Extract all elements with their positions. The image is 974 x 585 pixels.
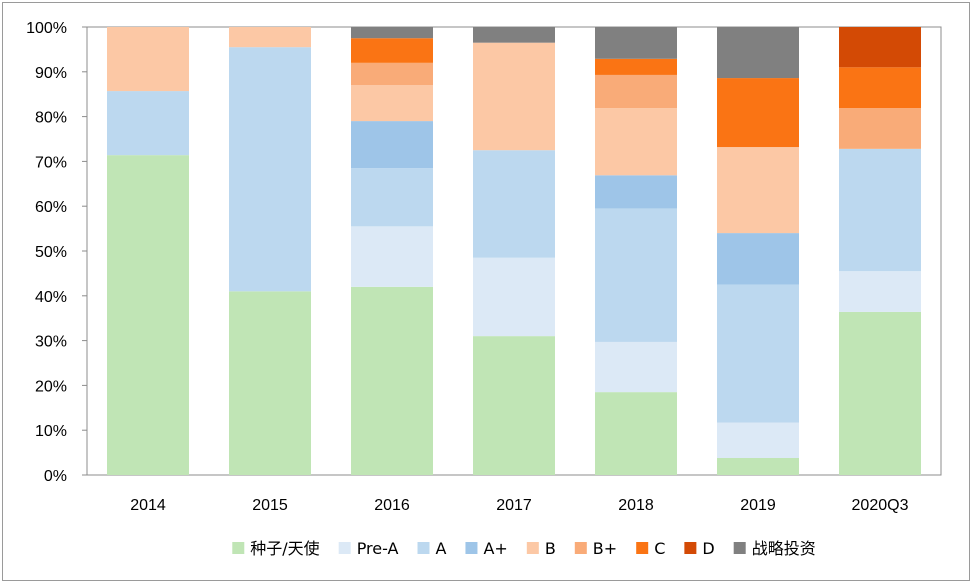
legend-item: A	[417, 539, 447, 558]
bar-segment	[595, 74, 677, 109]
legend-label: A	[436, 539, 447, 558]
x-tick-label: 2019	[740, 497, 776, 514]
bar-segment	[229, 27, 311, 48]
y-tick-label: 100%	[26, 20, 67, 37]
legend-label: D	[702, 539, 714, 558]
legend-swatch	[465, 542, 478, 554]
legend-swatch	[417, 542, 430, 554]
bar-segment	[717, 147, 799, 234]
bar-segment	[351, 121, 433, 169]
bar-stack-2016	[351, 27, 433, 475]
y-tick-label: 60%	[35, 199, 67, 216]
bar-segment	[717, 457, 799, 475]
y-tick-label: 0%	[44, 468, 67, 485]
bar-segment	[351, 226, 433, 287]
bar-segment	[229, 47, 311, 292]
bar-segment	[107, 155, 189, 476]
bar-segment	[473, 150, 555, 258]
y-tick-label: 80%	[35, 110, 67, 127]
legend-item: 种子/天使	[232, 539, 320, 558]
legend-swatch	[526, 542, 539, 554]
bar-segment	[717, 233, 799, 285]
y-axis-ticks: 0% 10% 20% 30% 40% 50% 60% 70% 80% 90% 100%	[26, 20, 87, 485]
legend-label: 种子/天使	[250, 539, 319, 558]
x-tick-label: 2015	[252, 497, 288, 514]
bar-segment	[107, 91, 189, 156]
legend-label: 战略投资	[752, 539, 816, 558]
legend-item: B	[526, 539, 556, 558]
y-tick-label: 90%	[35, 65, 67, 82]
bar-segment	[839, 67, 921, 109]
legend-swatch	[574, 542, 587, 554]
bar-segment	[595, 58, 677, 75]
plot-area	[86, 26, 942, 476]
x-axis-ticks: 2014 2015 2016 2017 2018 2019 2020Q3	[130, 497, 908, 514]
bar-segment	[595, 392, 677, 475]
bar-segment	[351, 168, 433, 227]
y-tick-label: 70%	[35, 154, 67, 171]
bar-segment	[229, 291, 311, 475]
y-tick-label: 50%	[35, 244, 67, 261]
bar-stack-2019	[717, 27, 799, 475]
bar-segment	[351, 286, 433, 475]
y-tick-label: 10%	[35, 423, 67, 440]
legend-item: D	[684, 539, 715, 558]
bar-stack-2017	[473, 27, 555, 475]
bar-segment	[839, 271, 921, 312]
legend-label: Pre-A	[357, 539, 399, 558]
legend-item: A+	[465, 539, 508, 558]
bar-segment	[595, 341, 677, 393]
bar-segment	[839, 311, 921, 475]
bar-segment	[351, 85, 433, 122]
legend-swatch	[636, 542, 649, 554]
legend-label: B+	[593, 539, 617, 558]
bar-segment	[107, 27, 189, 92]
bar-stack-2014	[107, 27, 189, 476]
bar-segment	[351, 38, 433, 63]
bar-segment	[595, 108, 677, 176]
legend: 种子/天使 Pre-A A A+ B B+ C D 战略投资	[232, 539, 816, 558]
bar-segment	[839, 108, 921, 149]
legend-item: C	[636, 539, 665, 558]
x-tick-label: 2014	[130, 497, 166, 514]
legend-label: A+	[483, 539, 507, 558]
bar-segment	[473, 27, 555, 43]
bar-segment	[839, 27, 921, 68]
bar-segment	[595, 208, 677, 342]
y-tick-label: 40%	[35, 289, 67, 306]
bar-segment	[595, 175, 677, 209]
bar-segment	[351, 27, 433, 39]
y-tick-label: 20%	[35, 378, 67, 395]
legend-item: B+	[574, 539, 617, 558]
bar-segment	[351, 62, 433, 86]
legend-label: C	[654, 539, 665, 558]
x-tick-label: 2016	[374, 497, 410, 514]
y-tick-label: 30%	[35, 334, 67, 351]
bar-segment	[717, 284, 799, 423]
legend-swatch	[684, 542, 697, 554]
bar-segment	[473, 42, 555, 151]
bar-segment	[595, 27, 677, 59]
bar-stack-2020Q3	[839, 27, 921, 475]
legend-label: B	[545, 539, 556, 558]
x-tick-label: 2017	[496, 497, 532, 514]
bar-stack-2015	[229, 27, 311, 475]
legend-item: 战略投资	[733, 539, 816, 558]
legend-swatch	[733, 542, 746, 554]
legend-swatch	[232, 542, 245, 554]
bar-segment	[839, 148, 921, 272]
legend-item: Pre-A	[338, 539, 399, 558]
bar-segment	[717, 27, 799, 79]
bar-segment	[473, 257, 555, 337]
bar-segment	[473, 336, 555, 475]
bar-stack-2018	[595, 27, 677, 475]
x-tick-label: 2020Q3	[852, 497, 909, 514]
bar-segment	[717, 78, 799, 148]
bar-segment	[717, 422, 799, 458]
x-tick-label: 2018	[618, 497, 654, 514]
legend-swatch	[338, 542, 351, 554]
